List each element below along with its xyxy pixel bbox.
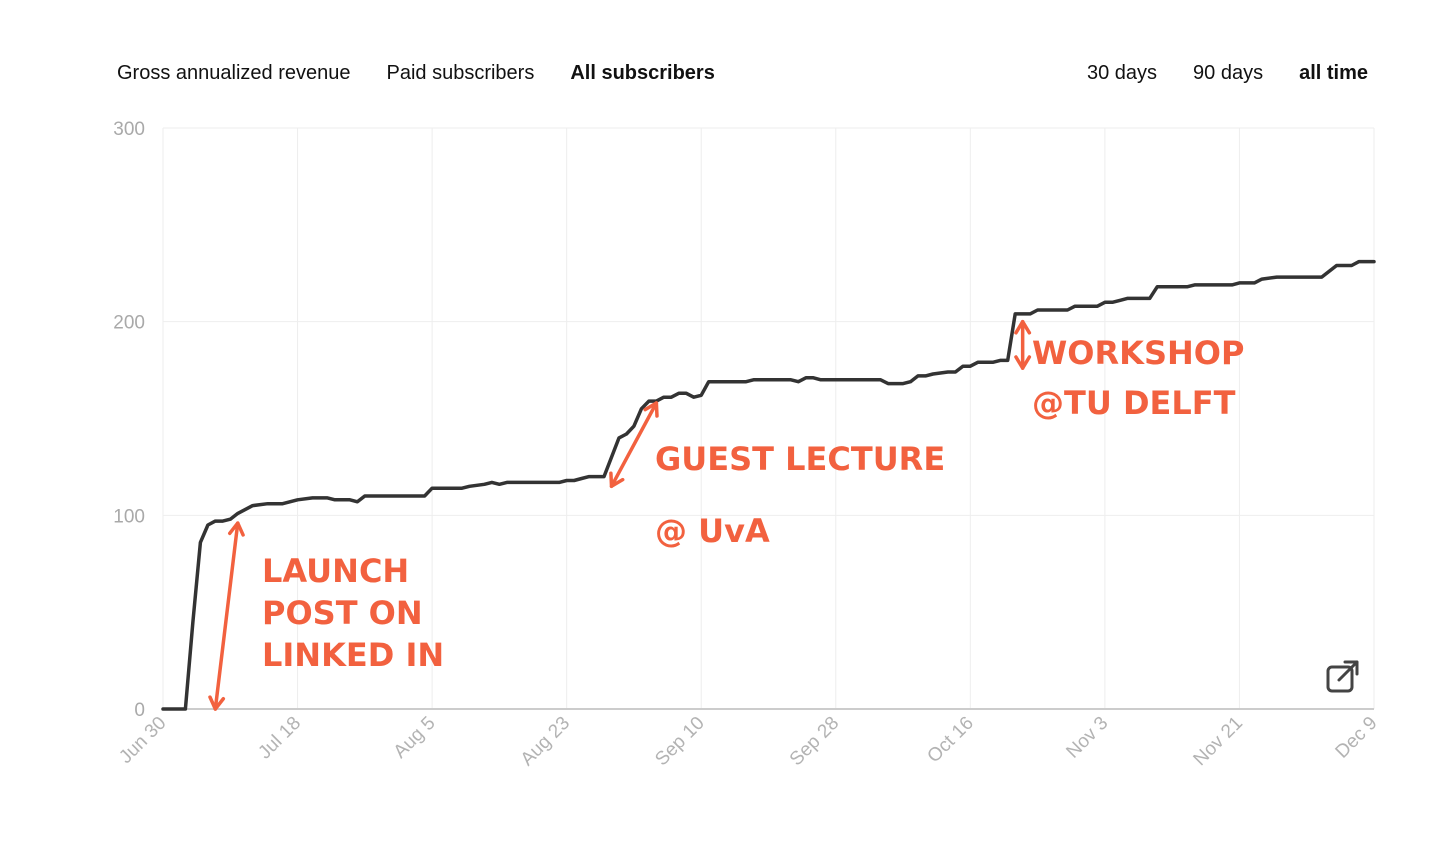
annotation: WORKSHOP @TU DELFT xyxy=(1014,319,1244,422)
annotation-text: LINKED IN xyxy=(262,636,444,674)
annotation-arrowhead xyxy=(228,521,245,537)
annotation-text: POST ON xyxy=(262,594,423,632)
range-30-days[interactable]: 30 days xyxy=(1086,62,1158,84)
x-tick-label: Sep 28 xyxy=(786,713,843,770)
x-tick-label: Oct 16 xyxy=(923,713,977,767)
annotation: LAUNCH POST ON LINKED IN xyxy=(208,521,444,711)
annotation-arrowhead xyxy=(1014,355,1032,370)
x-tick-label: Sep 10 xyxy=(651,713,708,770)
range-90-days[interactable]: 90 days xyxy=(1193,62,1264,84)
annotation-text: GUEST LECTURE xyxy=(655,440,945,478)
annotation-arrowhead xyxy=(208,695,226,711)
x-tick-label: Jul 18 xyxy=(254,713,305,764)
tab-all-subscribers[interactable]: All subscribers xyxy=(570,62,715,84)
chart-grid xyxy=(162,127,1375,709)
x-tick-label: Aug 23 xyxy=(517,713,574,770)
y-tick-label: 200 xyxy=(113,313,145,334)
annotation: GUEST LECTURE @ UvA xyxy=(609,401,945,550)
range-all-time[interactable]: all time xyxy=(1299,62,1368,84)
tab-gross-annualized-revenue[interactable]: Gross annualized revenue xyxy=(117,62,351,84)
x-tick-label: Aug 5 xyxy=(390,713,440,763)
y-tick-label: 0 xyxy=(134,700,145,721)
annotation-text: WORKSHOP xyxy=(1032,334,1244,372)
range-tabs: 30 days 90 days all time xyxy=(1087,58,1368,88)
y-axis: 0 100 200 300 xyxy=(113,119,145,721)
annotation-arrowhead xyxy=(643,401,659,418)
tab-paid-subscribers[interactable]: Paid subscribers xyxy=(386,62,535,84)
annotation-arrowhead xyxy=(1014,319,1032,335)
annotation-arrow xyxy=(213,521,240,711)
annotation-text: LAUNCH xyxy=(262,552,409,590)
annotations: LAUNCH POST ON LINKED IN GUEST LECTURE @ UvA… xyxy=(208,319,1244,711)
annotation-arrow xyxy=(609,401,659,489)
annotation-text: @ UvA xyxy=(655,512,770,550)
series-line xyxy=(161,259,1376,711)
annotation-arrowhead xyxy=(609,471,625,489)
y-tick-label: 300 xyxy=(113,119,145,140)
x-tick-label: Nov 21 xyxy=(1190,713,1247,770)
x-tick-label: Dec 9 xyxy=(1332,713,1382,763)
metric-tabs: Gross annualized revenue Paid subscriber… xyxy=(117,58,715,88)
x-axis: Jun 30 Jul 18 Aug 5 Aug 23 Sep 10 Sep 28 Oct 1… xyxy=(115,708,1382,770)
x-tick-label: Nov 3 xyxy=(1062,713,1112,763)
annotation-text: @TU DELFT xyxy=(1032,384,1236,422)
external-link-icon[interactable] xyxy=(1322,657,1362,697)
y-tick-label: 100 xyxy=(113,506,145,527)
